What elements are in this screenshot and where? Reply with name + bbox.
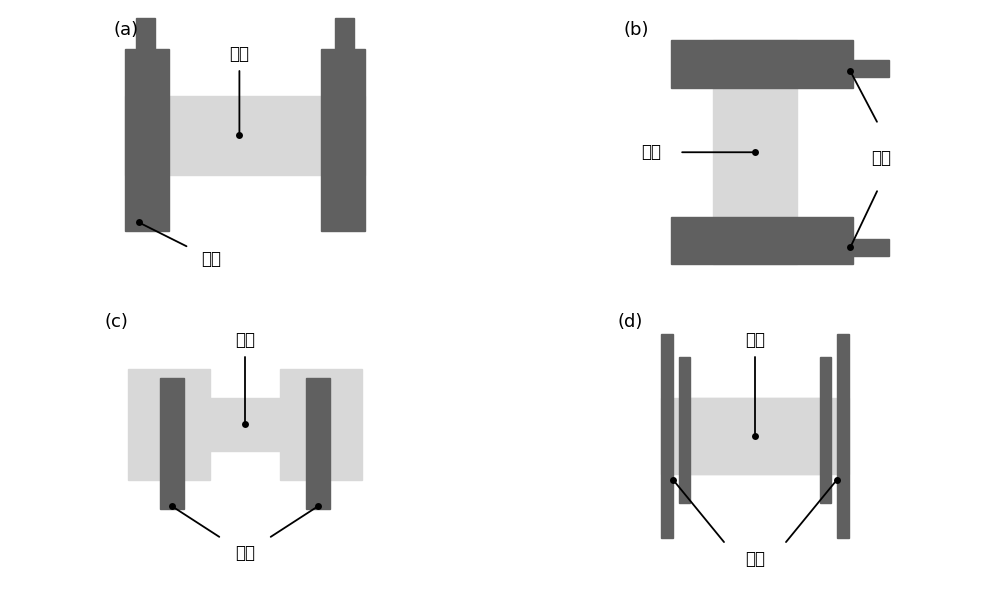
Bar: [210, 398, 280, 451]
Bar: [713, 40, 797, 264]
Bar: [679, 398, 820, 474]
Bar: [820, 357, 831, 503]
Text: 样品: 样品: [229, 45, 249, 63]
Text: 电极: 电极: [235, 544, 255, 562]
Bar: [671, 217, 853, 264]
Text: (b): (b): [623, 21, 649, 38]
Bar: [160, 378, 184, 509]
Bar: [853, 60, 889, 77]
Text: (d): (d): [618, 313, 643, 331]
Bar: [125, 96, 365, 175]
Bar: [661, 398, 849, 474]
Text: (a): (a): [113, 21, 138, 38]
Bar: [679, 357, 690, 503]
Text: 样品: 样品: [641, 143, 661, 161]
Bar: [136, 18, 155, 49]
Text: 电极: 电极: [871, 149, 891, 167]
Bar: [280, 369, 362, 480]
Bar: [321, 49, 365, 231]
Bar: [306, 378, 330, 509]
Text: 样品: 样品: [745, 331, 765, 348]
Text: 电极: 电极: [201, 250, 221, 268]
Bar: [661, 334, 673, 538]
Bar: [837, 334, 849, 538]
Text: (c): (c): [105, 313, 129, 331]
Text: 电极: 电极: [745, 550, 765, 568]
Bar: [125, 49, 169, 231]
Text: 样品: 样品: [235, 331, 255, 348]
Bar: [128, 369, 210, 480]
Bar: [335, 18, 354, 49]
Bar: [853, 239, 889, 256]
Bar: [671, 40, 853, 88]
